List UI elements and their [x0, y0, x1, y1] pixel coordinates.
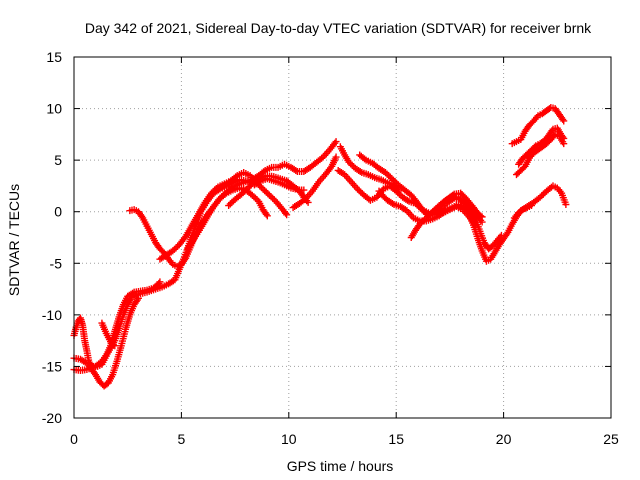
series-arc-18: [515, 124, 568, 168]
x-tick-label: 20: [496, 431, 512, 447]
series-arc-17: [508, 104, 568, 148]
y-tick-label: 5: [54, 152, 62, 168]
data-point-markers: [508, 104, 568, 148]
series-arc-9: [250, 175, 308, 194]
x-tick-label: 10: [281, 431, 297, 447]
x-axis-label: GPS time / hours: [287, 458, 394, 474]
series-arc-10: [289, 153, 340, 212]
data-point-markers: [512, 130, 568, 179]
x-tick-label: 25: [603, 431, 619, 447]
grid: [74, 57, 611, 418]
data-point-markers: [184, 138, 340, 253]
data-point-markers: [156, 169, 291, 263]
y-tick-label: 15: [46, 49, 62, 65]
series-arc-16: [439, 203, 480, 229]
y-tick-label: -5: [50, 255, 63, 271]
y-tick-label: 10: [46, 101, 62, 117]
data-point-markers: [515, 124, 568, 168]
series-arc-19: [512, 130, 568, 179]
data-point-markers: [250, 175, 308, 194]
y-tick-label: 0: [54, 204, 62, 220]
data-point-markers: [289, 153, 340, 212]
x-tick-label: 15: [388, 431, 404, 447]
data-point-markers: [510, 202, 536, 222]
axis-ticks: 0 5 10 15 20 25 -20 -15 -10 -5 0 5 10 15: [42, 49, 619, 447]
series-arc-4: [98, 319, 119, 350]
chart-title: Day 342 of 2021, Sidereal Day-to-day VTE…: [85, 20, 592, 36]
data-point-markers: [126, 184, 271, 270]
plot-frame: [73, 56, 612, 419]
y-tick-label: -10: [42, 307, 62, 323]
series-arc-6: [156, 169, 291, 263]
data-point-markers: [70, 294, 142, 390]
x-tick-label: 0: [70, 431, 78, 447]
y-axis-label: SDTVAR / TECUs: [6, 184, 22, 296]
data-point-markers: [439, 203, 480, 229]
series-arc-5: [126, 184, 271, 270]
series-arc-3: [70, 294, 142, 390]
series-arc-20: [510, 202, 536, 222]
y-tick-label: -20: [42, 410, 62, 426]
data-point-markers: [98, 319, 119, 350]
series-arc-7: [184, 138, 340, 253]
y-tick-label: -15: [42, 358, 62, 374]
x-tick-label: 5: [178, 431, 186, 447]
data-points: [70, 104, 570, 390]
